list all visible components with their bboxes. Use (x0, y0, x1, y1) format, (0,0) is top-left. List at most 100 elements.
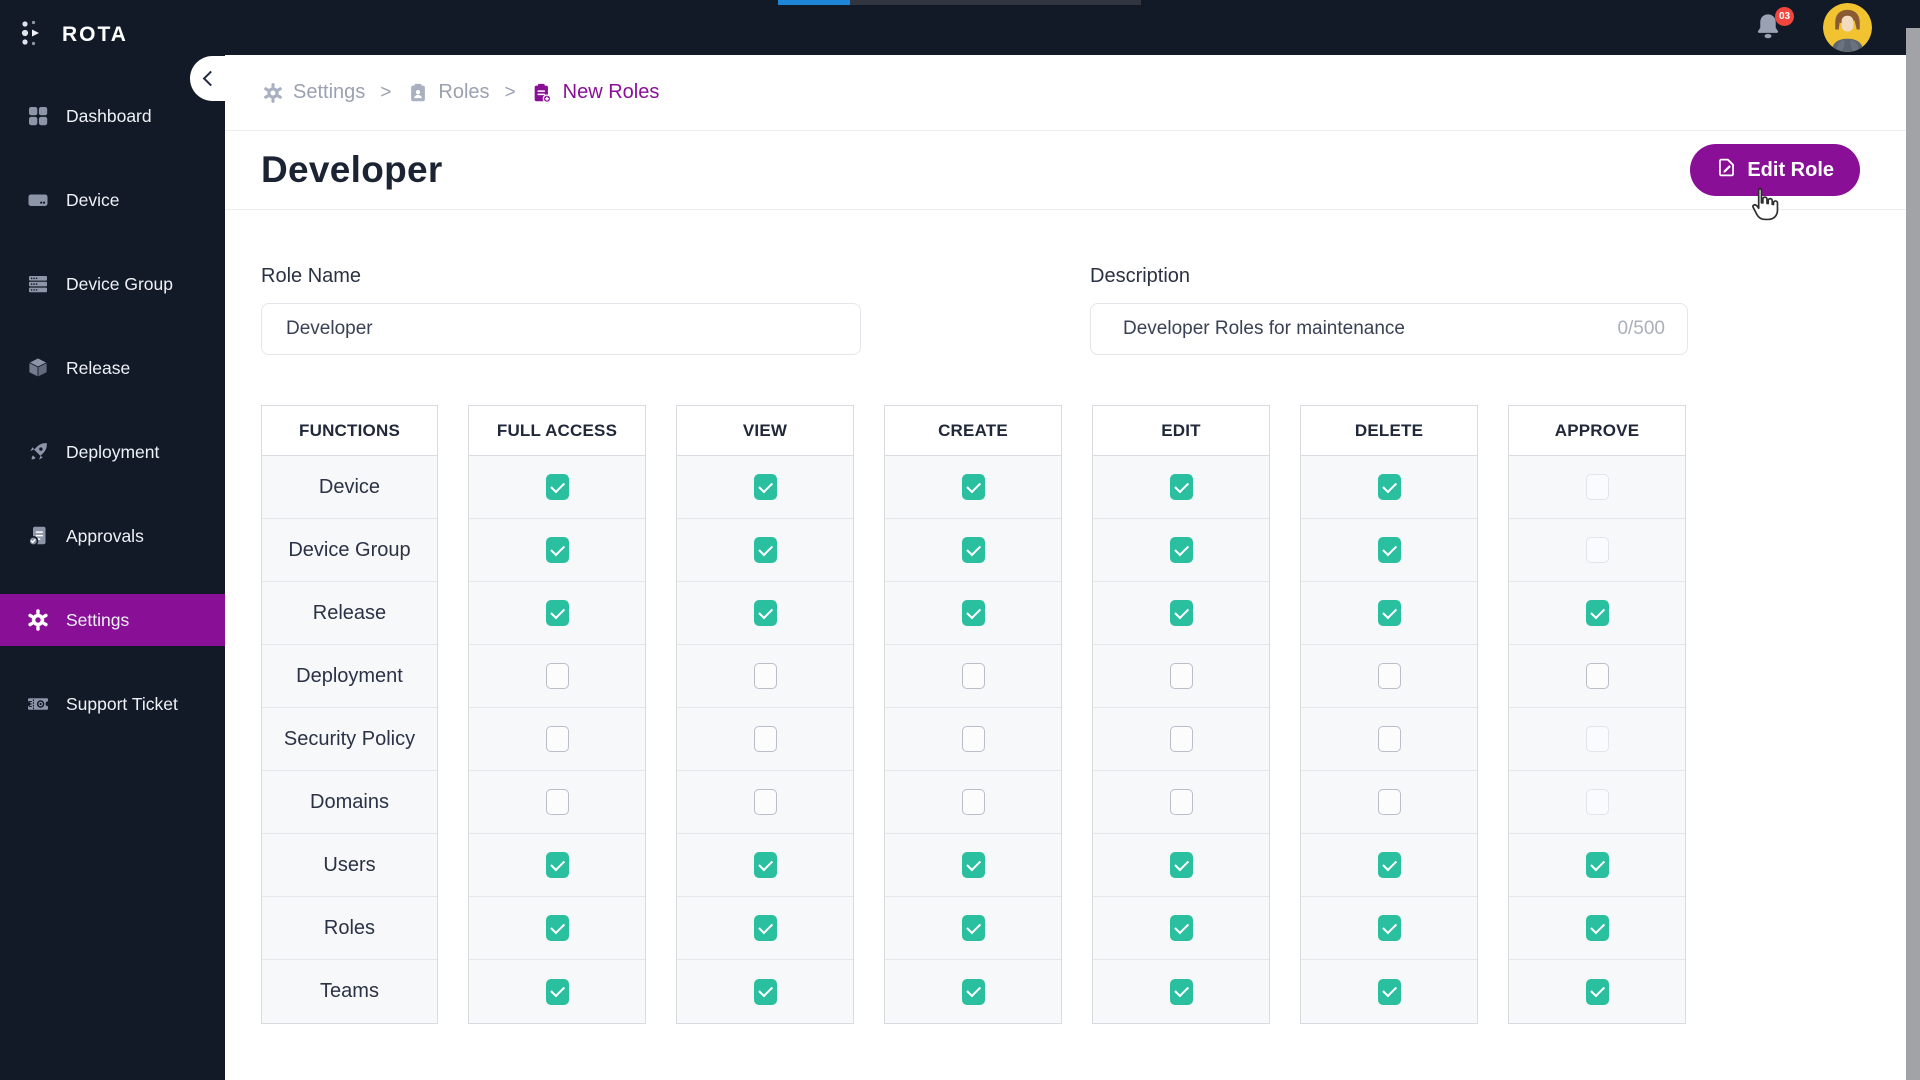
permissions-column-full-access: FULL ACCESS (468, 405, 646, 1024)
checkbox-roles-delete[interactable] (1377, 915, 1401, 941)
breadcrumb-separator: > (504, 81, 516, 103)
breadcrumb-separator: > (380, 81, 392, 103)
permission-cell (469, 582, 645, 645)
sidebar-item-release[interactable]: Release (0, 342, 225, 394)
permissions-column-functions: FUNCTIONS Device Device Group Release Deploy… (261, 405, 438, 1024)
character-counter: 0/500 (1617, 318, 1665, 339)
title-row: Developer Edit Role (225, 131, 1920, 210)
checkbox-release-view[interactable] (753, 600, 777, 626)
role-name-label: Role Name (261, 265, 362, 287)
checkbox-device-group-view[interactable] (753, 537, 777, 563)
checkbox-teams-full-access[interactable] (545, 978, 569, 1005)
checkbox-roles-approve[interactable] (1585, 915, 1609, 941)
checkbox-device-group-full-access[interactable] (545, 537, 569, 563)
sidebar-item-label: Support Ticket (66, 693, 178, 714)
permission-cell (1301, 834, 1477, 897)
checkbox-users-approve[interactable] (1585, 852, 1609, 878)
sidebar-item-device-group[interactable]: Device Group (0, 258, 225, 310)
checkbox-domains-full-access[interactable] (545, 789, 569, 815)
checkbox-deployment-create[interactable] (961, 663, 985, 689)
user-avatar[interactable] (1823, 3, 1872, 52)
checkbox-deployment-view[interactable] (753, 663, 777, 689)
checkbox-release-full-access[interactable] (545, 600, 569, 626)
permissions-column-edit: EDIT (1092, 405, 1270, 1024)
permission-cell (1509, 456, 1685, 519)
checkbox-deployment-edit[interactable] (1169, 663, 1193, 689)
checkbox-roles-view[interactable] (753, 915, 777, 941)
checkbox-device-group-edit[interactable] (1169, 537, 1193, 563)
checkbox-security-policy-edit[interactable] (1169, 726, 1193, 752)
permission-cell (677, 708, 853, 771)
sidebar-item-support-ticket[interactable]: Support Ticket (0, 678, 225, 730)
function-label: Security Policy (262, 708, 437, 771)
checkbox-users-edit[interactable] (1169, 852, 1193, 878)
edit-role-button-label: Edit Role (1747, 158, 1834, 181)
scrollbar[interactable] (1906, 28, 1920, 1080)
checkbox-security-policy-full-access[interactable] (545, 726, 569, 752)
permission-cell (1093, 519, 1269, 582)
permission-cell (1509, 645, 1685, 708)
main-content: Settings > Roles > New Roles Developer Edit … (225, 55, 1920, 1080)
checkbox-deployment-full-access[interactable] (545, 663, 569, 689)
checkbox-users-view[interactable] (753, 852, 777, 878)
checkbox-roles-full-access[interactable] (545, 915, 569, 941)
permission-cell (1093, 771, 1269, 834)
sidebar-item-label: Release (66, 357, 131, 378)
role-name-input[interactable]: Developer (261, 303, 861, 355)
checkbox-users-delete[interactable] (1377, 852, 1401, 878)
permission-cell (1301, 582, 1477, 645)
checkbox-roles-edit[interactable] (1169, 915, 1193, 941)
checkbox-teams-edit[interactable] (1169, 978, 1193, 1005)
checkbox-device-full-access[interactable] (545, 474, 569, 500)
checkbox-users-full-access[interactable] (545, 852, 569, 878)
checkbox-security-policy-delete[interactable] (1377, 726, 1401, 752)
checkbox-deployment-delete[interactable] (1377, 663, 1401, 689)
permission-cell (1301, 456, 1477, 519)
dashboard-icon (25, 103, 51, 129)
breadcrumb-item-settings[interactable]: Settings (261, 81, 365, 104)
checkbox-release-delete[interactable] (1377, 600, 1401, 626)
sidebar-item-dashboard[interactable]: Dashboard (0, 90, 225, 142)
sidebar-item-approvals[interactable]: Approvals (0, 510, 225, 562)
checkbox-device-group-create[interactable] (961, 537, 985, 563)
checkbox-domains-view[interactable] (753, 789, 777, 815)
breadcrumb-item-new-roles[interactable]: New Roles (531, 81, 659, 104)
checkbox-teams-delete[interactable] (1377, 978, 1401, 1005)
checkbox-device-group-delete[interactable] (1377, 537, 1401, 563)
permissions-column-view: VIEW (676, 405, 854, 1024)
checkbox-device-edit[interactable] (1169, 474, 1193, 500)
checkbox-teams-view[interactable] (753, 978, 777, 1005)
checkbox-release-create[interactable] (961, 600, 985, 626)
sidebar-item-settings[interactable]: Settings (0, 594, 225, 646)
edit-role-button[interactable]: Edit Role (1690, 144, 1860, 196)
permission-cell (469, 834, 645, 897)
breadcrumb-item-roles[interactable]: Roles (406, 81, 490, 104)
sidebar-nav: Dashboard Device Device Group Release Deploy… (0, 70, 225, 730)
checkbox-teams-create[interactable] (961, 978, 985, 1005)
permission-cell (469, 645, 645, 708)
checkbox-security-policy-view[interactable] (753, 726, 777, 752)
checkbox-device-delete[interactable] (1377, 474, 1401, 500)
column-header: CREATE (885, 406, 1061, 456)
checkbox-domains-create[interactable] (961, 789, 985, 815)
sidebar-collapse-button[interactable] (190, 56, 237, 101)
checkbox-release-edit[interactable] (1169, 600, 1193, 626)
checkbox-deployment-approve[interactable] (1585, 663, 1609, 689)
checkbox-device-view[interactable] (753, 474, 777, 500)
progress-bar-blue (778, 0, 850, 5)
checkbox-roles-create[interactable] (961, 915, 985, 941)
release-icon (25, 355, 51, 381)
description-field: Description Developer Roles for maintena… (1090, 264, 1688, 355)
checkbox-domains-delete[interactable] (1377, 789, 1401, 815)
checkbox-security-policy-create[interactable] (961, 726, 985, 752)
description-input[interactable]: Developer Roles for maintenance 0/500 (1090, 303, 1688, 355)
checkbox-users-create[interactable] (961, 852, 985, 878)
checkbox-device-create[interactable] (961, 474, 985, 500)
checkbox-release-approve[interactable] (1585, 600, 1609, 626)
sidebar-item-device[interactable]: Device (0, 174, 225, 226)
checkbox-teams-approve[interactable] (1585, 978, 1609, 1005)
sidebar-item-deployment[interactable]: Deployment (0, 426, 225, 478)
notifications-button[interactable]: 03 (1752, 7, 1794, 50)
checkbox-domains-edit[interactable] (1169, 789, 1193, 815)
page-title: Developer (261, 149, 443, 190)
